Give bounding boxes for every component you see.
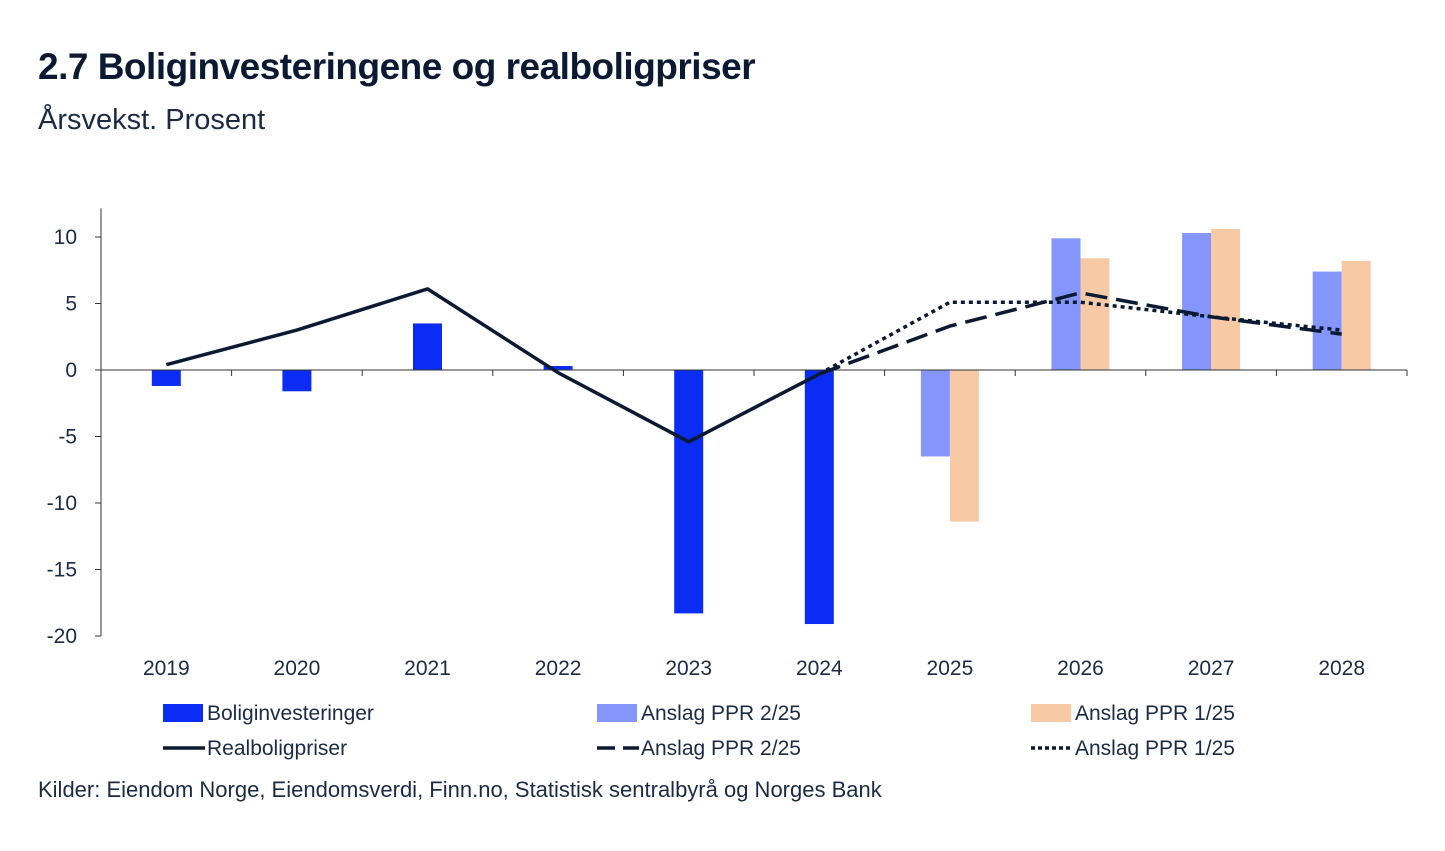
line-realboligpriser: [165, 287, 821, 444]
y-tick-label: -15: [47, 559, 77, 582]
bar-boliginvesteringer-2019: [151, 370, 181, 386]
lines-layer: [165, 287, 1342, 444]
line-anslag-ppr-2-25: [818, 291, 1342, 376]
x-tick-label-2026: 2026: [1057, 657, 1104, 680]
legend-swatch-anslag-ppr-1-25: [1031, 704, 1071, 722]
x-tick-label-2027: 2027: [1188, 657, 1235, 680]
bar-boliginvesteringer-2024: [804, 370, 834, 625]
source-note: Kilder: Eiendom Norge, Eiendomsverdi, Fi…: [38, 777, 882, 802]
x-tick-label-2020: 2020: [274, 657, 321, 680]
legend-label-anslag-ppr-2-25: Anslag PPR 2/25: [641, 737, 801, 760]
ticks-layer: 10 5 0 -5 -10 -15 -20 2019 2020 2021 2022 2023 2024 2…: [47, 226, 1408, 680]
chart-title: 2.7 Boliginvesteringene og realboligpris…: [38, 46, 756, 87]
x-tick-label-2028: 2028: [1318, 657, 1365, 680]
bar-anslag-ppr-1-25-2025: [949, 370, 979, 522]
bar-anslag-ppr-2-25-2028: [1312, 271, 1342, 370]
chart-subtitle: Årsvekst. Prosent: [38, 104, 266, 136]
bar-anslag-ppr-1-25-2026: [1080, 258, 1110, 370]
y-tick-label: 10: [54, 226, 77, 249]
legend-swatch-boliginvesteringer: [163, 704, 203, 722]
x-tick-label-2025: 2025: [927, 657, 974, 680]
x-tick-label-2021: 2021: [404, 657, 451, 680]
bar-boliginvesteringer-2020: [282, 370, 312, 392]
legend-swatch-anslag-ppr-2-25: [597, 704, 637, 722]
y-tick-label: -10: [47, 492, 77, 515]
bar-boliginvesteringer-2023: [674, 370, 704, 614]
y-tick-label: 0: [65, 359, 77, 382]
bar-anslag-ppr-1-25-2027: [1211, 229, 1241, 370]
y-tick-label: -5: [58, 426, 77, 449]
x-tick-label-2024: 2024: [796, 657, 843, 680]
legend: Boliginvesteringer Anslag PPR 2/25 Anslag …: [163, 702, 1235, 760]
legend-label-anslag-ppr-1-25: Anslag PPR 1/25: [1075, 702, 1235, 725]
bar-anslag-ppr-1-25-2028: [1341, 260, 1371, 370]
x-tick-label-2022: 2022: [535, 657, 582, 680]
bar-boliginvesteringer-2021: [413, 323, 442, 370]
x-tick-label-2023: 2023: [665, 657, 712, 680]
bar-boliginvesteringer-2022: [543, 366, 573, 370]
legend-label-anslag-ppr-2-25: Anslag PPR 2/25: [641, 702, 801, 725]
bars-layer: [151, 229, 1371, 625]
legend-label-boliginvesteringer: Boliginvesteringer: [207, 702, 374, 725]
y-tick-label: -20: [47, 625, 77, 648]
bar-anslag-ppr-2-25-2025: [920, 370, 950, 457]
legend-label-anslag-ppr-1-25: Anslag PPR 1/25: [1075, 737, 1235, 760]
y-tick-label: 5: [65, 293, 77, 316]
x-tick-label-2019: 2019: [143, 657, 190, 680]
line-anslag-ppr-1-25: [818, 300, 1342, 376]
bar-anslag-ppr-2-25-2026: [1051, 238, 1081, 370]
bar-anslag-ppr-2-25-2027: [1182, 233, 1212, 370]
legend-label-realboligpriser: Realboligpriser: [207, 737, 347, 760]
